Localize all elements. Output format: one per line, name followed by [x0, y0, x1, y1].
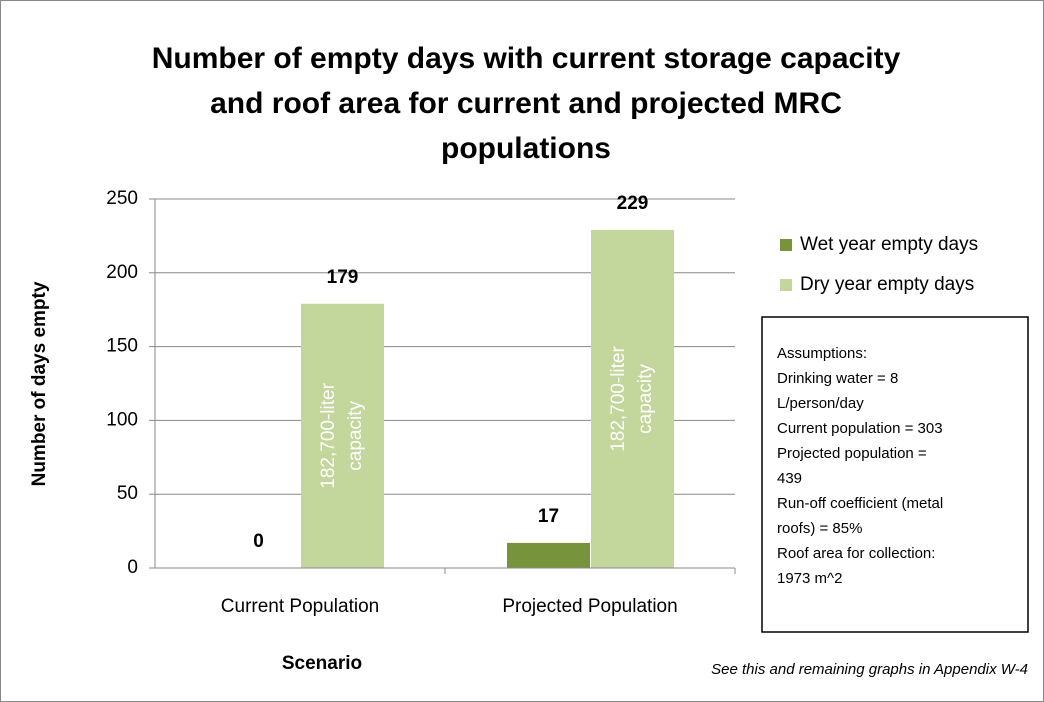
bar: [591, 229, 674, 568]
assumptions-line: L/person/day: [777, 395, 864, 412]
chart-title: Number of empty days with current storag…: [152, 42, 901, 75]
assumptions-line: 439: [777, 470, 802, 487]
y-tick-label: 250: [106, 188, 138, 209]
assumptions-line: Projected population =: [777, 445, 927, 462]
y-tick-label: 100: [106, 409, 138, 430]
bar-annotation-line: capacity: [345, 401, 366, 471]
assumptions-line: Current population = 303: [777, 420, 943, 437]
y-tick-label: 200: [106, 262, 138, 283]
assumptions-box: [761, 316, 1029, 633]
bar-annotation-line: 182,700-liter: [318, 382, 339, 488]
data-label: 0: [253, 531, 264, 552]
assumptions-line: Drinking water = 8: [777, 370, 898, 387]
data-label: 179: [327, 267, 359, 288]
legend-label: Wet year empty days: [800, 234, 978, 255]
bar-annotation: 182,700-liter capacity: [318, 382, 366, 488]
bar: [301, 303, 384, 568]
bar-annotation-line: 182,700-liter: [608, 346, 629, 452]
x-tick-label: Projected Population: [502, 596, 677, 617]
assumptions-line: Run-off coefficient (metal: [777, 495, 943, 512]
bar-annotation-line: capacity: [635, 364, 656, 434]
legend-swatch: [780, 239, 792, 251]
x-tick-label: Current Population: [221, 596, 379, 617]
legend-swatch: [780, 279, 792, 291]
y-axis-label: Number of days empty: [29, 281, 50, 486]
chart-title: and roof area for current and projected …: [210, 87, 842, 120]
legend-label: Dry year empty days: [800, 274, 974, 295]
y-tick-label: 50: [117, 483, 138, 504]
bar-annotation: 182,700-liter capacity: [608, 346, 656, 452]
x-axis-label: Scenario: [282, 653, 362, 674]
data-label: 17: [538, 506, 559, 527]
assumptions-line: roofs) = 85%: [777, 520, 862, 537]
y-tick-label: 0: [127, 557, 138, 578]
bar: [507, 542, 590, 568]
data-label: 229: [617, 193, 649, 214]
assumptions-line: 1973 m^2: [777, 570, 842, 587]
chart-title: populations: [441, 132, 611, 165]
assumptions-line: Roof area for collection:: [777, 545, 935, 562]
footnote: See this and remaining graphs in Appendi…: [711, 661, 1028, 678]
y-tick-label: 150: [106, 336, 138, 357]
assumptions-line: Assumptions:: [777, 345, 867, 362]
